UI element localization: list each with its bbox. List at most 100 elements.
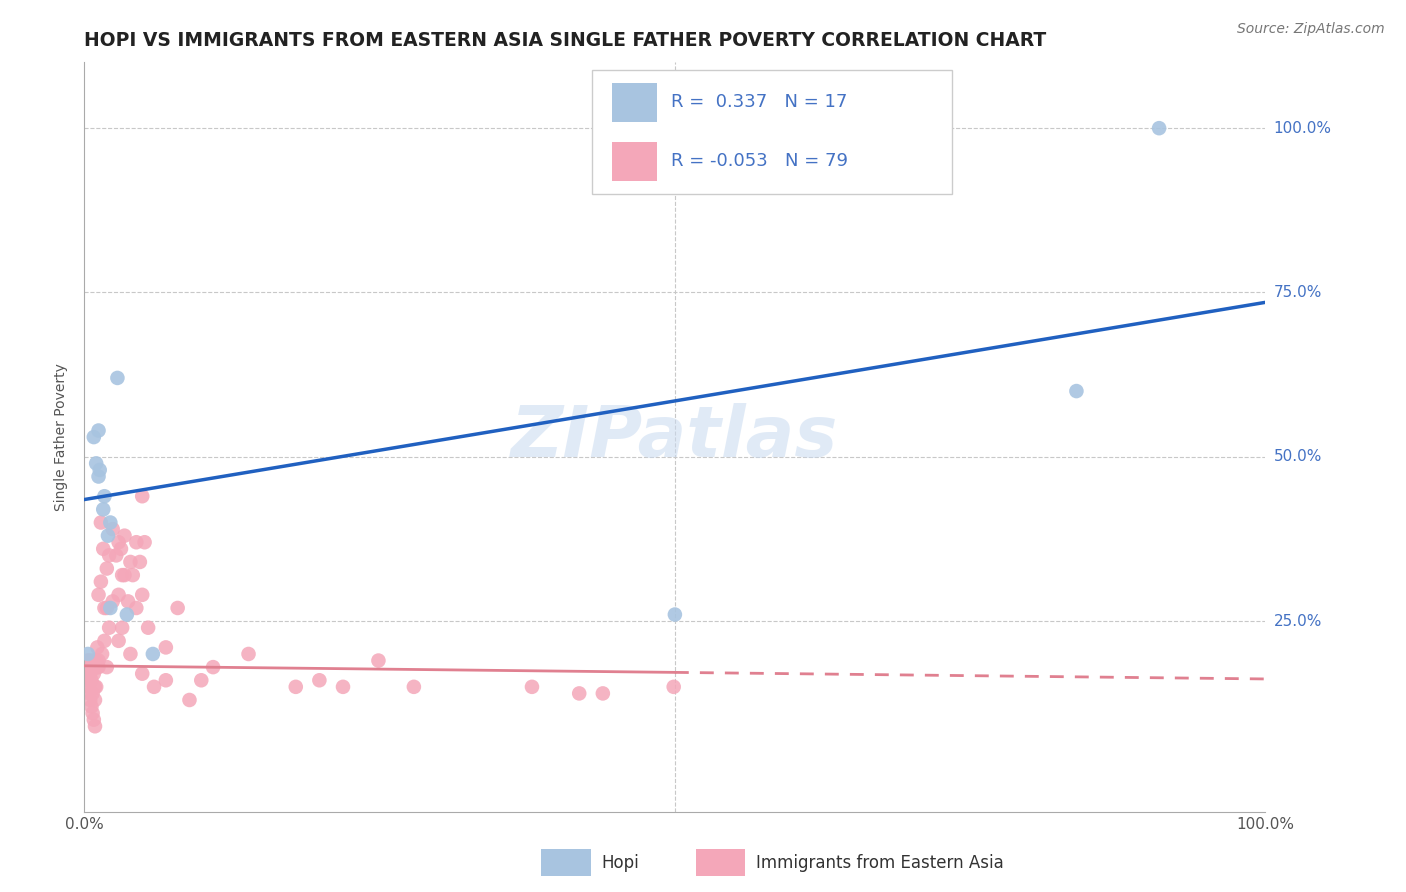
Point bbox=[111, 568, 134, 582]
Point bbox=[107, 535, 129, 549]
Point bbox=[179, 693, 201, 707]
Point bbox=[86, 660, 108, 674]
Text: R =  0.337   N = 17: R = 0.337 N = 17 bbox=[671, 93, 848, 112]
Point bbox=[592, 686, 614, 700]
Point bbox=[117, 594, 139, 608]
Text: 100.0%: 100.0% bbox=[1274, 120, 1331, 136]
Point bbox=[134, 535, 156, 549]
Point bbox=[96, 601, 118, 615]
Point bbox=[110, 541, 132, 556]
Point bbox=[120, 647, 142, 661]
Point bbox=[77, 686, 100, 700]
Point bbox=[101, 594, 124, 608]
Text: Immigrants from Eastern Asia: Immigrants from Eastern Asia bbox=[756, 854, 1004, 871]
Point bbox=[84, 693, 107, 707]
Point bbox=[136, 621, 159, 635]
Point bbox=[77, 680, 100, 694]
Point bbox=[111, 621, 134, 635]
Text: 75.0%: 75.0% bbox=[1274, 285, 1322, 300]
Point bbox=[166, 601, 188, 615]
Point bbox=[91, 502, 114, 516]
Point bbox=[155, 640, 177, 655]
Text: 25.0%: 25.0% bbox=[1274, 614, 1322, 629]
Point bbox=[131, 666, 153, 681]
FancyBboxPatch shape bbox=[612, 83, 657, 121]
Point bbox=[121, 568, 143, 582]
Point bbox=[96, 660, 118, 674]
Text: HOPI VS IMMIGRANTS FROM EASTERN ASIA SINGLE FATHER POVERTY CORRELATION CHART: HOPI VS IMMIGRANTS FROM EASTERN ASIA SIN… bbox=[84, 30, 1046, 50]
Point bbox=[80, 660, 103, 674]
Point bbox=[82, 686, 104, 700]
Point bbox=[664, 607, 686, 622]
Point bbox=[284, 680, 307, 694]
Point bbox=[98, 516, 121, 530]
Point bbox=[114, 568, 136, 582]
Point bbox=[84, 456, 107, 470]
Point bbox=[77, 654, 100, 668]
Point bbox=[91, 541, 114, 556]
Point bbox=[367, 654, 389, 668]
Point bbox=[77, 654, 100, 668]
Point bbox=[84, 680, 107, 694]
Text: 50.0%: 50.0% bbox=[1274, 450, 1322, 465]
Point bbox=[520, 680, 543, 694]
Point bbox=[90, 516, 112, 530]
Point bbox=[93, 601, 115, 615]
Point bbox=[93, 489, 115, 503]
Point bbox=[128, 555, 150, 569]
Point bbox=[98, 549, 121, 563]
FancyBboxPatch shape bbox=[612, 142, 657, 181]
Point bbox=[96, 561, 118, 575]
Point bbox=[82, 706, 104, 720]
Point bbox=[83, 666, 105, 681]
Point bbox=[131, 588, 153, 602]
Point bbox=[75, 660, 97, 674]
Point bbox=[77, 673, 100, 688]
Point bbox=[107, 371, 129, 385]
Point bbox=[190, 673, 212, 688]
Point bbox=[87, 424, 110, 438]
Text: R = -0.053   N = 79: R = -0.053 N = 79 bbox=[671, 153, 848, 170]
Point bbox=[114, 529, 136, 543]
Point bbox=[568, 686, 591, 700]
Point bbox=[87, 588, 110, 602]
Point bbox=[84, 654, 107, 668]
Text: Source: ZipAtlas.com: Source: ZipAtlas.com bbox=[1237, 22, 1385, 37]
Point bbox=[142, 647, 165, 661]
Point bbox=[84, 654, 107, 668]
Point bbox=[82, 654, 104, 668]
Point bbox=[89, 463, 111, 477]
Point bbox=[90, 574, 112, 589]
Point bbox=[155, 673, 177, 688]
Point bbox=[87, 660, 110, 674]
Point bbox=[202, 660, 225, 674]
Point bbox=[1066, 384, 1088, 398]
Point bbox=[97, 529, 120, 543]
Point bbox=[80, 699, 103, 714]
Point bbox=[98, 601, 121, 615]
Point bbox=[105, 549, 128, 563]
Point bbox=[76, 666, 98, 681]
Point bbox=[87, 654, 110, 668]
Point bbox=[84, 680, 107, 694]
Point bbox=[143, 680, 166, 694]
Point bbox=[86, 640, 108, 655]
Point bbox=[1147, 121, 1170, 136]
Point bbox=[662, 680, 685, 694]
Point bbox=[93, 633, 115, 648]
Point bbox=[77, 647, 100, 661]
Point bbox=[87, 469, 110, 483]
Point bbox=[107, 633, 129, 648]
Point bbox=[125, 601, 148, 615]
Text: Hopi: Hopi bbox=[602, 854, 640, 871]
FancyBboxPatch shape bbox=[592, 70, 952, 194]
Point bbox=[120, 555, 142, 569]
Point bbox=[91, 647, 114, 661]
Point bbox=[79, 693, 101, 707]
Point bbox=[79, 666, 101, 681]
Point bbox=[131, 489, 153, 503]
Point bbox=[238, 647, 260, 661]
Point bbox=[83, 430, 105, 444]
Point bbox=[80, 673, 103, 688]
Point bbox=[402, 680, 425, 694]
